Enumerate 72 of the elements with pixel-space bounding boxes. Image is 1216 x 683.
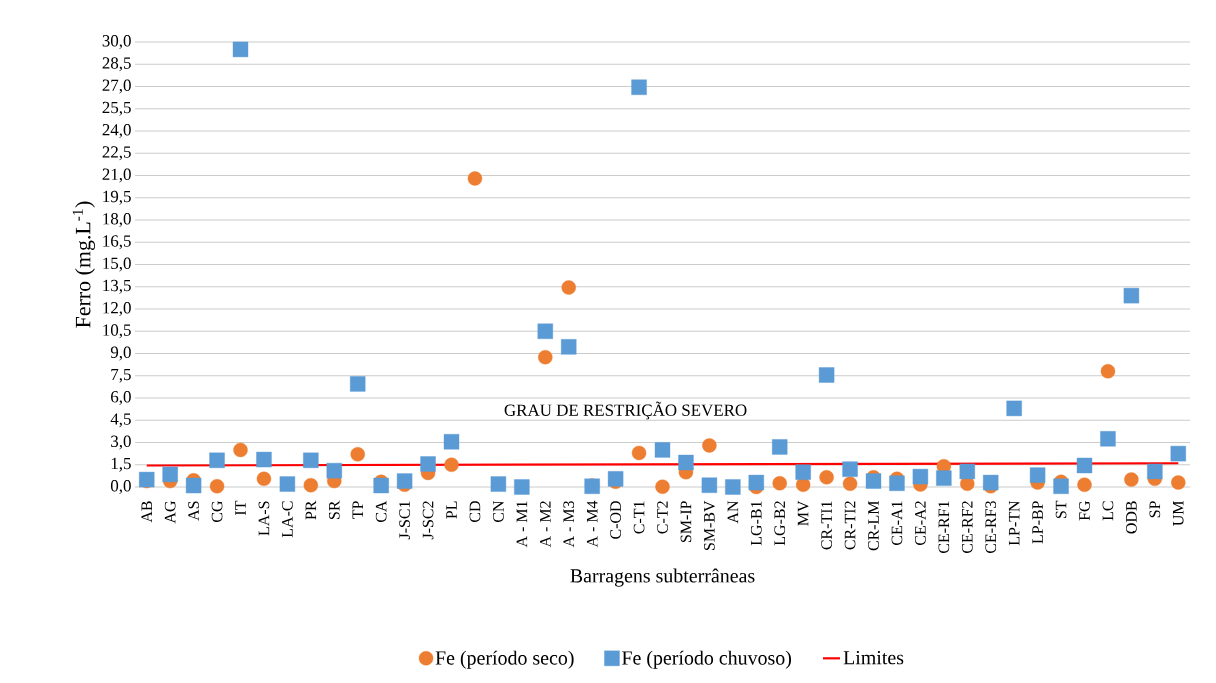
x-tick-label: LA-S [258, 501, 270, 536]
y-tick-label: 27,0 [102, 79, 131, 94]
x-tick-label: UM [1172, 500, 1184, 526]
x-tick-label: CR-LM [868, 500, 879, 551]
x-tick-label: SR [328, 500, 340, 519]
y-tick-label: 0,0 [110, 480, 131, 494]
x-tick-label: CE-A1 [891, 501, 903, 546]
x-tick-label: CE-RF2 [961, 501, 973, 554]
x-tick-label: LC [1102, 501, 1114, 521]
x-tick-label: A - M4 [586, 500, 598, 548]
x-tick-label: CA [375, 500, 387, 523]
y-axis-title: Ferro (mg.L$^{-1}$) [72, 201, 96, 328]
x-tick-label: C-T1 [633, 501, 645, 534]
y-tick-label: 19,5 [103, 190, 131, 205]
x-tick-label: LP-TN [1008, 500, 1020, 546]
x-tick-label: CD [469, 501, 481, 523]
x-tick-label: C-T2 [657, 501, 668, 534]
y-tick-label: 28,5 [102, 57, 131, 72]
x-tick-label: PR [305, 500, 317, 520]
x-tick-label: AB [141, 501, 153, 523]
x-tick-label: LG-B1 [750, 501, 762, 546]
y-tick-label: 18,0 [103, 213, 131, 227]
x-tick-label: CE-A2 [915, 501, 926, 546]
y-tick-label: 6,0 [111, 391, 131, 405]
x-tick-label: A - M2 [540, 501, 551, 548]
y-tick-label: 22,5 [102, 146, 131, 161]
x-tick-label: ST [1055, 500, 1067, 519]
x-tick-label: CR-TI1 [821, 501, 832, 550]
x-tick-label: ODB [1126, 501, 1137, 534]
x-axis-title: Barragens subterrâneas [570, 568, 755, 587]
x-tick-label: J-SC2 [422, 501, 434, 540]
y-tick-label: 1,5 [111, 457, 131, 472]
x-tick-label: SM-BV [704, 500, 715, 550]
x-tick-label: CR-TI2 [844, 501, 856, 550]
x-tick-label: SM-IP [680, 501, 692, 542]
x-tick-label: MV [797, 500, 809, 526]
y-tick-label: 4,5 [110, 413, 131, 428]
x-tick-label: IT [235, 500, 246, 515]
x-tick-label: A - M1 [516, 501, 528, 548]
y-tick-label: 9,0 [110, 346, 131, 361]
x-tick-label: AG [164, 501, 176, 524]
x-tick-label: LA-C [282, 501, 293, 538]
x-tick-label: C-OD [610, 501, 621, 539]
y-tick-label: 21,0 [102, 168, 131, 183]
y-tick-label: 16,5 [103, 235, 131, 250]
y-tick-label: 10,5 [103, 324, 131, 339]
y-tick-label: 13,5 [103, 279, 131, 294]
x-tick-label: LG-B2 [774, 501, 786, 546]
legend-label: Fe (período seco) [435, 650, 574, 669]
x-tick-label: FG [1079, 501, 1090, 521]
x-tick-label: PL [446, 501, 457, 519]
legend-label: Fe (período chuvoso) [622, 650, 791, 669]
y-tick-label: 12,0 [103, 302, 131, 316]
x-tick-label: CE-RF1 [938, 501, 950, 554]
x-tick-label: LP-BP [1032, 501, 1043, 544]
x-tick-label: AN [727, 500, 739, 524]
annotation: GRAU DE RESTRIÇÃO SEVERO [504, 401, 747, 420]
x-tick-label: CG [211, 501, 223, 523]
legend-label: Limites [843, 650, 904, 665]
y-tick-label: 3,0 [111, 435, 131, 450]
x-tick-label: AS [188, 501, 199, 521]
x-tick-label: CE-RF3 [985, 501, 997, 554]
y-tick-label: 30,0 [102, 35, 131, 49]
y-tick-label: 7,5 [111, 368, 131, 383]
x-tick-label: SP [1149, 501, 1161, 518]
y-tick-label: 25,5 [102, 101, 131, 116]
x-tick-label: J-SC1 [399, 501, 410, 540]
x-tick-label: TP [352, 501, 363, 519]
x-tick-label: CN [493, 500, 504, 523]
y-tick-label: 15,0 [103, 257, 131, 272]
y-tick-label: 24,0 [102, 124, 131, 138]
x-tick-label: A - M3 [563, 501, 575, 548]
